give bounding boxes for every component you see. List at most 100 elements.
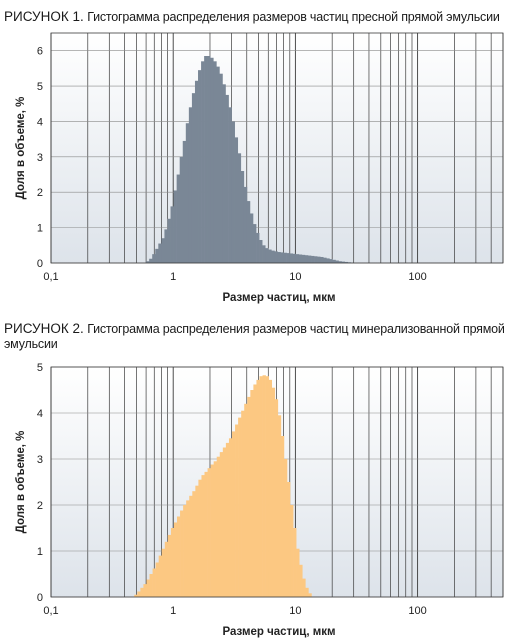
bar — [283, 252, 287, 263]
bar — [234, 137, 239, 263]
bar — [198, 70, 202, 264]
y-tick: 5 — [37, 81, 43, 93]
figure-1-title: РИСУНОК 1. Гистограмма распределения раз… — [4, 9, 509, 25]
bar — [323, 257, 327, 263]
bar — [158, 243, 162, 263]
bar — [216, 456, 221, 597]
bar — [207, 468, 211, 597]
figure-2-title: РИСУНОК 2. Гистограмма распределения раз… — [4, 321, 509, 352]
bar — [274, 399, 279, 597]
bar — [247, 396, 251, 597]
bar — [238, 417, 242, 597]
bar — [307, 255, 312, 263]
bar — [237, 153, 242, 263]
bar — [204, 471, 208, 597]
plot-area — [51, 33, 503, 263]
y-tick-label: 4 — [37, 408, 43, 420]
bar — [179, 156, 184, 263]
x-tick-label: 10 — [289, 605, 301, 617]
x-tick: 10 — [289, 271, 301, 283]
x-tick: 100 — [408, 271, 426, 283]
y-tick-label: 1 — [37, 223, 43, 235]
y-tick-label: 0 — [37, 258, 43, 270]
bar — [201, 61, 205, 263]
bar — [304, 255, 309, 263]
x-tick-label: 10 — [289, 271, 301, 283]
bar — [204, 56, 208, 263]
bar — [152, 568, 156, 597]
bar — [188, 107, 193, 263]
y-tick: 0 — [37, 592, 43, 604]
figure-1-label: РИСУНОК 1. — [4, 9, 84, 24]
bar — [225, 94, 229, 263]
bar — [216, 66, 220, 263]
bar — [137, 591, 141, 597]
bar — [164, 541, 169, 597]
bars — [134, 375, 312, 597]
x-tick-label: 100 — [408, 271, 426, 283]
bar — [249, 213, 254, 263]
bar — [268, 379, 273, 597]
y-axis-label: Доля в объеме, % — [15, 97, 27, 200]
bar — [225, 442, 230, 597]
bar — [271, 387, 276, 597]
x-axis-label: Размер частиц, мкм — [222, 626, 335, 638]
bar — [167, 218, 171, 263]
x-tick: 1 — [170, 271, 176, 283]
y-tick: 4 — [37, 116, 43, 128]
bar — [149, 574, 153, 597]
bar — [207, 56, 211, 263]
bar — [180, 510, 184, 597]
bar — [155, 248, 159, 263]
y-tick-label: 3 — [37, 152, 43, 164]
bar — [176, 174, 180, 263]
y-tick: 3 — [37, 152, 43, 164]
x-tick-label: 1 — [170, 271, 176, 283]
bar — [210, 57, 214, 264]
y-tick-label: 2 — [37, 500, 43, 512]
bar — [341, 261, 345, 263]
bar — [302, 578, 306, 597]
bar — [191, 93, 196, 264]
y-tick: 1 — [37, 546, 43, 558]
x-axis-label: Размер частиц, мкм — [222, 292, 335, 304]
bar — [198, 479, 202, 597]
bar — [296, 548, 300, 597]
bar — [246, 201, 251, 263]
x-tick: 0,1 — [43, 271, 58, 283]
x-tick: 0,1 — [43, 605, 58, 617]
bar — [189, 495, 193, 597]
bar — [149, 258, 153, 263]
bar — [186, 500, 190, 597]
bar — [317, 256, 321, 263]
bar — [253, 384, 257, 597]
bar — [274, 251, 278, 263]
bar — [301, 254, 306, 263]
y-tick-label: 0 — [37, 592, 43, 604]
bar — [222, 447, 227, 597]
bar — [173, 190, 177, 263]
bar — [235, 424, 239, 597]
y-tick-label: 6 — [37, 46, 43, 58]
bar — [250, 390, 254, 597]
bar — [256, 379, 260, 597]
y-tick: 2 — [37, 500, 43, 512]
figure-2-label: РИСУНОК 2. — [4, 321, 84, 336]
bar — [185, 123, 190, 263]
bar — [262, 375, 266, 597]
bar — [177, 516, 181, 597]
bar — [299, 564, 303, 597]
x-tick-label: 0,1 — [43, 605, 58, 617]
bar — [213, 61, 217, 263]
bar — [320, 256, 324, 263]
bar — [134, 594, 138, 597]
y-tick: 0 — [37, 258, 43, 270]
bar — [244, 403, 248, 597]
bar — [292, 253, 297, 263]
bar — [219, 452, 224, 597]
y-tick-label: 4 — [37, 116, 43, 128]
bar — [146, 579, 150, 597]
bar — [232, 431, 236, 597]
bar — [201, 475, 205, 597]
bar — [286, 482, 291, 597]
